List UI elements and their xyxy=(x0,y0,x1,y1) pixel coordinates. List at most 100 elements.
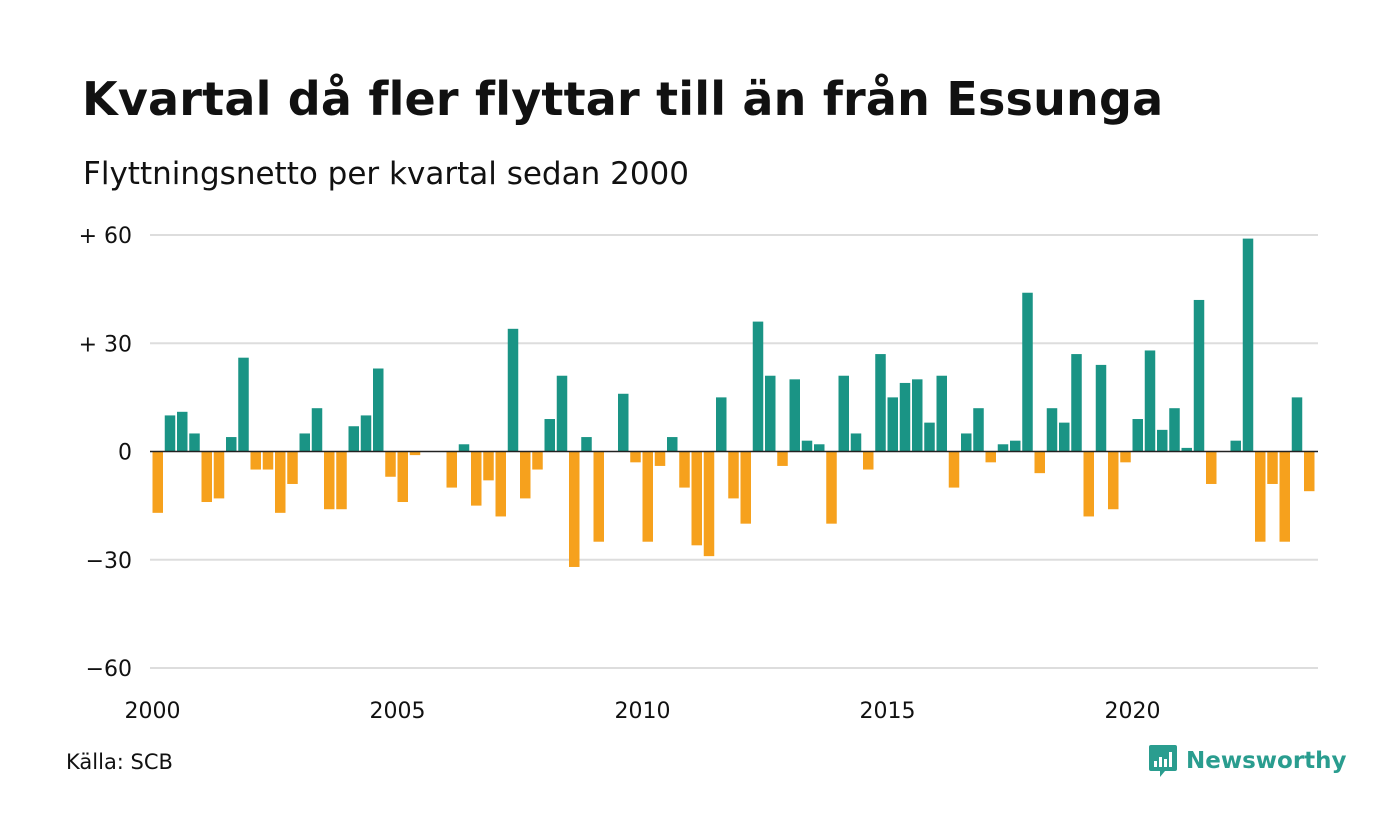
bar xyxy=(850,433,862,452)
bar xyxy=(1157,429,1168,452)
bar xyxy=(789,379,800,452)
bar xyxy=(287,451,298,484)
bar xyxy=(471,451,482,506)
bar xyxy=(262,451,274,470)
bar xyxy=(458,444,470,452)
bar xyxy=(336,451,347,510)
bar xyxy=(912,379,923,452)
bar xyxy=(899,382,911,452)
bar xyxy=(740,451,751,524)
bar xyxy=(838,375,849,452)
bar xyxy=(152,451,163,513)
bar xyxy=(275,451,286,513)
source-note: Källa: SCB xyxy=(66,750,173,774)
bar xyxy=(532,451,543,470)
bar xyxy=(936,375,947,452)
x-axis-ticks: 2000 2005 2010 2015 2020 xyxy=(125,699,1161,724)
y-tick-label: 0 xyxy=(118,441,132,466)
bar xyxy=(1071,354,1082,452)
bar xyxy=(201,451,212,503)
bar xyxy=(164,415,176,452)
bar xyxy=(1010,440,1021,452)
bar xyxy=(1083,451,1094,517)
bar xyxy=(238,357,249,452)
bar xyxy=(654,451,666,466)
bar xyxy=(667,437,678,452)
y-tick-label: + 60 xyxy=(79,224,132,249)
bar xyxy=(1279,451,1290,542)
bar xyxy=(1132,419,1143,452)
bar xyxy=(385,451,396,477)
bar xyxy=(1169,408,1180,452)
bar xyxy=(752,321,764,452)
bar xyxy=(887,397,898,452)
bar xyxy=(324,451,335,510)
bar xyxy=(985,451,996,463)
x-tick-label: 2020 xyxy=(1105,699,1161,724)
bar xyxy=(213,451,225,499)
bar xyxy=(1034,451,1045,474)
bar xyxy=(1230,440,1241,452)
bar xyxy=(875,354,886,452)
x-tick-label: 2005 xyxy=(370,699,426,724)
chart-title: Kvartal då fler flyttar till än från Ess… xyxy=(82,72,1164,126)
y-tick-label: + 30 xyxy=(79,332,132,357)
bar xyxy=(189,433,200,452)
bar xyxy=(446,451,457,488)
bar xyxy=(581,437,592,452)
bar xyxy=(716,397,727,452)
gridlines xyxy=(150,234,1318,669)
bar xyxy=(948,451,960,488)
bar xyxy=(1095,364,1107,452)
bars xyxy=(152,238,1315,567)
bar xyxy=(250,451,261,470)
bar xyxy=(311,408,323,452)
bar xyxy=(1046,408,1058,452)
bar xyxy=(1304,451,1315,492)
bar xyxy=(1242,238,1254,452)
bar xyxy=(691,451,702,546)
bar xyxy=(507,328,519,452)
bar xyxy=(765,375,776,452)
bar xyxy=(373,368,384,452)
bar xyxy=(679,451,690,488)
bar xyxy=(826,451,837,524)
bar xyxy=(961,433,972,452)
bar xyxy=(728,451,739,499)
bar xyxy=(1206,451,1217,484)
bar xyxy=(1267,451,1278,484)
bar xyxy=(618,393,629,452)
bar xyxy=(997,444,1009,452)
bar xyxy=(177,411,188,452)
bar xyxy=(630,451,641,463)
x-tick-label: 2010 xyxy=(615,699,671,724)
bar xyxy=(409,451,421,456)
bar xyxy=(1291,397,1303,452)
bar xyxy=(703,451,715,557)
y-tick-label: −60 xyxy=(86,657,132,682)
bar xyxy=(973,408,984,452)
bar xyxy=(299,433,310,452)
x-tick-label: 2015 xyxy=(860,699,916,724)
y-tick-label: −30 xyxy=(86,549,132,574)
bar xyxy=(863,451,874,470)
bar-chart-speech-bubble-icon xyxy=(1149,745,1177,777)
chart-subtitle: Flyttningsnetto per kvartal sedan 2000 xyxy=(83,156,689,192)
bar xyxy=(520,451,531,499)
brand-logo: Newsworthy xyxy=(1148,744,1347,778)
bar xyxy=(777,451,788,466)
bar xyxy=(495,451,506,517)
bar xyxy=(226,437,237,452)
bar xyxy=(593,451,604,542)
bar xyxy=(569,451,580,567)
bar xyxy=(556,375,568,452)
bar xyxy=(544,419,555,452)
bar xyxy=(348,426,359,452)
bar xyxy=(1108,451,1119,510)
bar xyxy=(801,440,813,452)
bar xyxy=(642,451,653,542)
bar xyxy=(1255,451,1266,542)
x-tick-label: 2000 xyxy=(125,699,181,724)
bar xyxy=(924,422,935,452)
